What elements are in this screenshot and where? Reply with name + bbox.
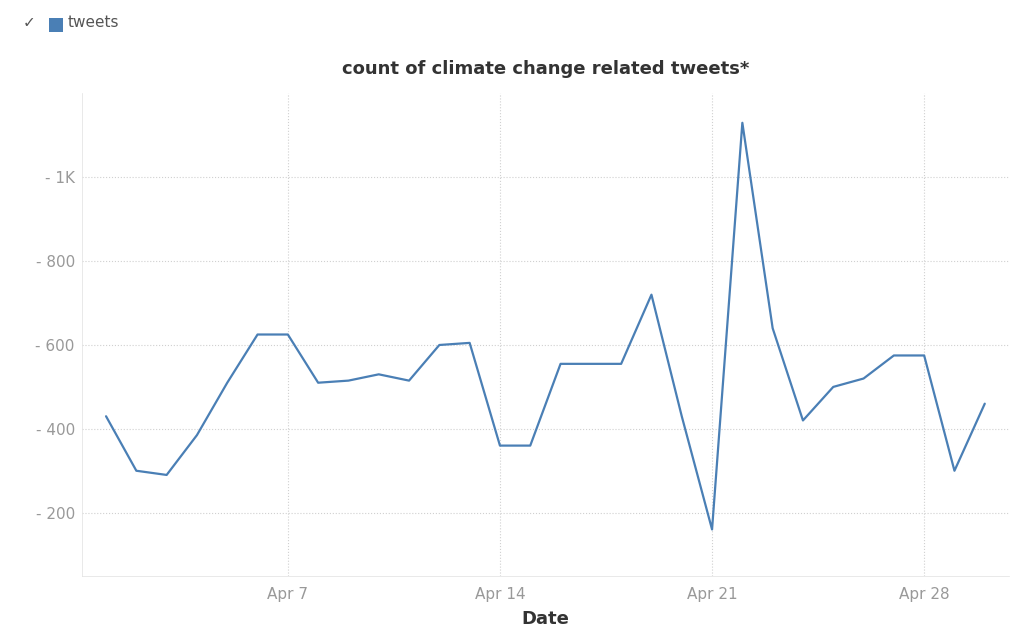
Text: tweets: tweets (68, 15, 119, 30)
Text: ✓: ✓ (23, 15, 35, 30)
X-axis label: Date: Date (521, 610, 569, 628)
Title: count of climate change related tweets*: count of climate change related tweets* (342, 60, 750, 78)
